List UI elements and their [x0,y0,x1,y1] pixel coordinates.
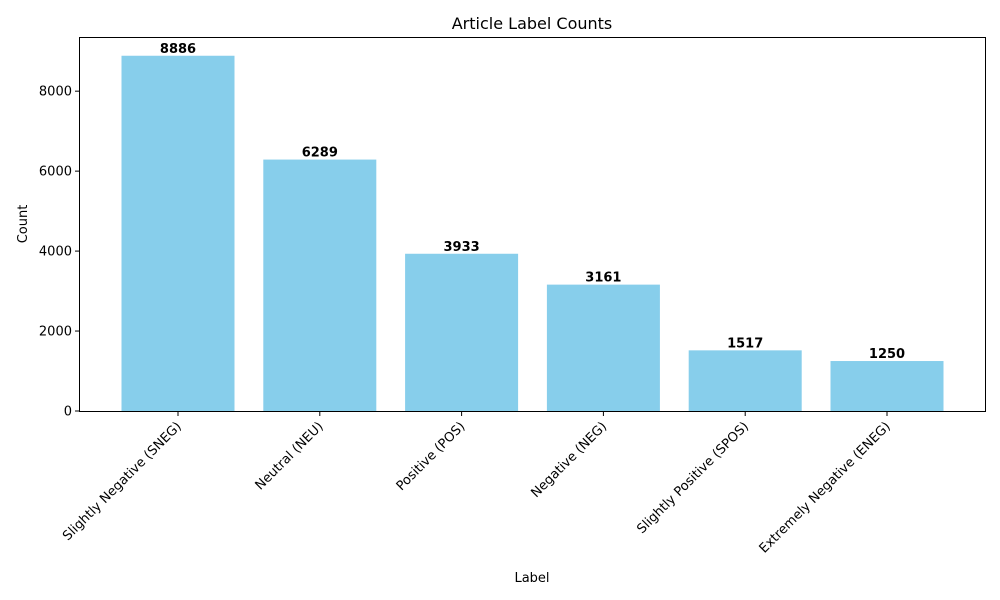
data-labels-group: 8886 6289 3933 3161 1517 1250 [160,42,905,362]
bar-5 [830,361,944,411]
bars-group [121,55,944,411]
y-tick-label-1: 2000 [39,325,72,340]
bar-0 [121,55,235,411]
y-tick-label-0: 0 [64,405,72,420]
plot-frame [79,37,986,412]
data-label-3: 3161 [585,271,621,286]
y-tick-label-2: 4000 [39,245,72,260]
x-axis-label: Label [514,571,549,586]
y-axis-label: Count [16,205,31,244]
data-label-2: 3933 [444,240,480,255]
y-tick-label-4: 8000 [39,85,72,100]
bar-2 [405,253,519,411]
bar-4 [688,350,802,411]
data-label-1: 6289 [302,146,338,161]
data-label-5: 1250 [869,347,905,362]
y-tick-label-3: 6000 [39,165,72,180]
y-axis: 0 2000 4000 6000 8000 [39,85,80,420]
bar-3 [546,284,660,411]
data-label-4: 1517 [727,336,763,351]
bar-1 [263,159,377,411]
chart-title: Article Label Counts [452,14,613,33]
data-label-0: 8886 [160,42,196,57]
